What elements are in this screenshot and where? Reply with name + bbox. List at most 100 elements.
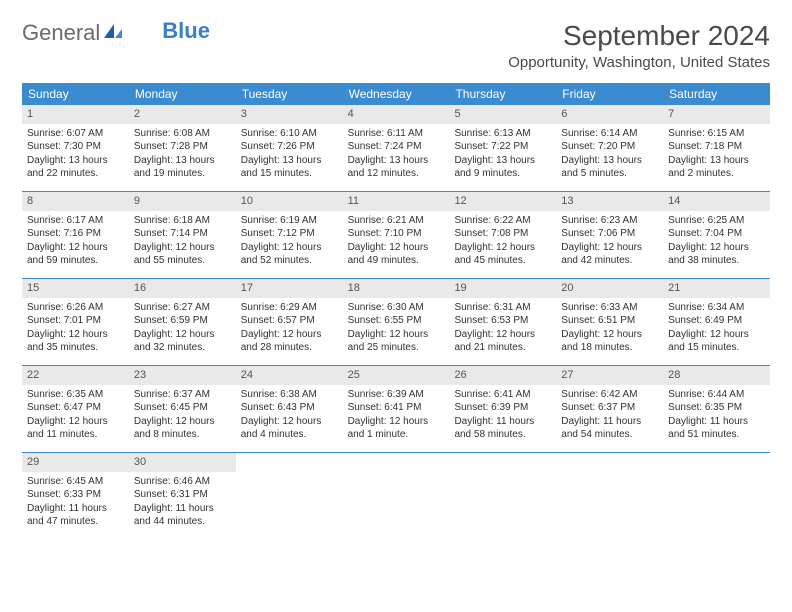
- day-line: Sunrise: 6:26 AM: [27, 301, 124, 315]
- location: Opportunity, Washington, United States: [508, 54, 770, 71]
- day-line: Sunrise: 6:31 AM: [454, 301, 551, 315]
- day-line: and 32 minutes.: [134, 341, 231, 355]
- calendar: SundayMondayTuesdayWednesdayThursdayFrid…: [22, 83, 770, 539]
- day-header: Wednesday: [343, 83, 450, 105]
- day-line: and 12 minutes.: [348, 167, 445, 181]
- day-line: and 4 minutes.: [241, 428, 338, 442]
- day-cell: 28Sunrise: 6:44 AMSunset: 6:35 PMDayligh…: [663, 366, 770, 452]
- day-number: 25: [343, 366, 450, 385]
- day-line: and 22 minutes.: [27, 167, 124, 181]
- day-line: and 44 minutes.: [134, 515, 231, 529]
- day-line: Daylight: 13 hours: [134, 154, 231, 168]
- day-cell: 24Sunrise: 6:38 AMSunset: 6:43 PMDayligh…: [236, 366, 343, 452]
- day-line: Sunrise: 6:08 AM: [134, 127, 231, 141]
- day-line: Sunset: 6:59 PM: [134, 314, 231, 328]
- day-line: and 25 minutes.: [348, 341, 445, 355]
- day-line: Sunset: 6:33 PM: [27, 488, 124, 502]
- day-content: Sunrise: 6:17 AMSunset: 7:16 PMDaylight:…: [22, 211, 129, 273]
- day-content: Sunrise: 6:42 AMSunset: 6:37 PMDaylight:…: [556, 385, 663, 447]
- day-number: 29: [22, 453, 129, 472]
- day-line: Daylight: 13 hours: [561, 154, 658, 168]
- day-line: and 28 minutes.: [241, 341, 338, 355]
- day-line: Sunrise: 6:30 AM: [348, 301, 445, 315]
- day-content: Sunrise: 6:45 AMSunset: 6:33 PMDaylight:…: [22, 472, 129, 534]
- day-number: 24: [236, 366, 343, 385]
- day-line: Daylight: 12 hours: [134, 328, 231, 342]
- day-number: 2: [129, 105, 236, 124]
- day-line: Daylight: 13 hours: [668, 154, 765, 168]
- day-content: Sunrise: 6:46 AMSunset: 6:31 PMDaylight:…: [129, 472, 236, 534]
- day-line: and 45 minutes.: [454, 254, 551, 268]
- day-line: Sunset: 6:51 PM: [561, 314, 658, 328]
- day-cell: 1Sunrise: 6:07 AMSunset: 7:30 PMDaylight…: [22, 105, 129, 191]
- day-line: and 54 minutes.: [561, 428, 658, 442]
- day-content: Sunrise: 6:10 AMSunset: 7:26 PMDaylight:…: [236, 124, 343, 186]
- day-line: Daylight: 12 hours: [27, 328, 124, 342]
- day-cell: 21Sunrise: 6:34 AMSunset: 6:49 PMDayligh…: [663, 279, 770, 365]
- day-line: Sunrise: 6:29 AM: [241, 301, 338, 315]
- day-number: 17: [236, 279, 343, 298]
- day-number: 22: [22, 366, 129, 385]
- day-line: Sunset: 7:28 PM: [134, 140, 231, 154]
- day-line: and 2 minutes.: [668, 167, 765, 181]
- day-cell: 11Sunrise: 6:21 AMSunset: 7:10 PMDayligh…: [343, 192, 450, 278]
- day-line: Sunrise: 6:19 AM: [241, 214, 338, 228]
- day-line: Sunrise: 6:13 AM: [454, 127, 551, 141]
- day-number: 7: [663, 105, 770, 124]
- day-line: Sunset: 6:37 PM: [561, 401, 658, 415]
- day-cell: 16Sunrise: 6:27 AMSunset: 6:59 PMDayligh…: [129, 279, 236, 365]
- day-content: Sunrise: 6:26 AMSunset: 7:01 PMDaylight:…: [22, 298, 129, 360]
- day-number: 13: [556, 192, 663, 211]
- day-content: Sunrise: 6:07 AMSunset: 7:30 PMDaylight:…: [22, 124, 129, 186]
- day-number: 9: [129, 192, 236, 211]
- day-content: Sunrise: 6:18 AMSunset: 7:14 PMDaylight:…: [129, 211, 236, 273]
- day-content: Sunrise: 6:27 AMSunset: 6:59 PMDaylight:…: [129, 298, 236, 360]
- day-line: and 49 minutes.: [348, 254, 445, 268]
- day-content: Sunrise: 6:34 AMSunset: 6:49 PMDaylight:…: [663, 298, 770, 360]
- day-line: Sunset: 6:49 PM: [668, 314, 765, 328]
- day-number: 1: [22, 105, 129, 124]
- day-number: 3: [236, 105, 343, 124]
- logo-word1: General: [22, 20, 100, 46]
- day-line: and 38 minutes.: [668, 254, 765, 268]
- day-cell: 4Sunrise: 6:11 AMSunset: 7:24 PMDaylight…: [343, 105, 450, 191]
- day-line: Daylight: 12 hours: [561, 328, 658, 342]
- day-line: Sunset: 7:18 PM: [668, 140, 765, 154]
- day-line: Sunset: 6:55 PM: [348, 314, 445, 328]
- day-content: Sunrise: 6:44 AMSunset: 6:35 PMDaylight:…: [663, 385, 770, 447]
- day-line: Daylight: 11 hours: [27, 502, 124, 516]
- day-content: Sunrise: 6:39 AMSunset: 6:41 PMDaylight:…: [343, 385, 450, 447]
- day-line: Daylight: 13 hours: [348, 154, 445, 168]
- day-line: Sunset: 6:43 PM: [241, 401, 338, 415]
- day-line: and 21 minutes.: [454, 341, 551, 355]
- day-line: Sunset: 7:12 PM: [241, 227, 338, 241]
- day-content: Sunrise: 6:08 AMSunset: 7:28 PMDaylight:…: [129, 124, 236, 186]
- day-header: Thursday: [449, 83, 556, 105]
- day-line: Sunset: 6:41 PM: [348, 401, 445, 415]
- day-content: Sunrise: 6:35 AMSunset: 6:47 PMDaylight:…: [22, 385, 129, 447]
- day-line: Sunrise: 6:37 AM: [134, 388, 231, 402]
- day-content: Sunrise: 6:13 AMSunset: 7:22 PMDaylight:…: [449, 124, 556, 186]
- week-row: 1Sunrise: 6:07 AMSunset: 7:30 PMDaylight…: [22, 105, 770, 192]
- day-line: Sunrise: 6:39 AM: [348, 388, 445, 402]
- day-cell: 26Sunrise: 6:41 AMSunset: 6:39 PMDayligh…: [449, 366, 556, 452]
- day-line: and 58 minutes.: [454, 428, 551, 442]
- day-line: Sunrise: 6:33 AM: [561, 301, 658, 315]
- day-number: 16: [129, 279, 236, 298]
- day-line: Daylight: 12 hours: [348, 241, 445, 255]
- day-line: Daylight: 12 hours: [27, 415, 124, 429]
- day-cell: 6Sunrise: 6:14 AMSunset: 7:20 PMDaylight…: [556, 105, 663, 191]
- day-line: Daylight: 12 hours: [241, 415, 338, 429]
- day-number: 15: [22, 279, 129, 298]
- day-cell: 7Sunrise: 6:15 AMSunset: 7:18 PMDaylight…: [663, 105, 770, 191]
- day-number: 10: [236, 192, 343, 211]
- day-cell: 30Sunrise: 6:46 AMSunset: 6:31 PMDayligh…: [129, 453, 236, 539]
- sail-icon: [102, 20, 124, 46]
- day-line: Sunrise: 6:14 AM: [561, 127, 658, 141]
- logo: General Blue: [22, 20, 210, 46]
- day-cell: 29Sunrise: 6:45 AMSunset: 6:33 PMDayligh…: [22, 453, 129, 539]
- day-line: Sunrise: 6:10 AM: [241, 127, 338, 141]
- day-line: Sunrise: 6:42 AM: [561, 388, 658, 402]
- day-line: and 19 minutes.: [134, 167, 231, 181]
- day-line: Daylight: 11 hours: [454, 415, 551, 429]
